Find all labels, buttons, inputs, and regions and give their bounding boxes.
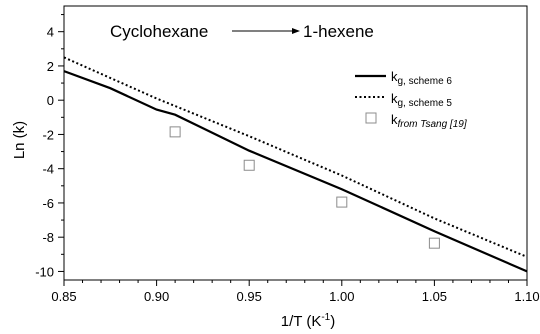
- x-tick-label: 1.10: [514, 289, 539, 304]
- y-axis-label: Ln (k): [11, 121, 28, 159]
- y-tick-label: 4: [47, 25, 54, 40]
- chart-title: Cyclohexane 1-hexene: [110, 22, 374, 41]
- legend-label-scheme6: kg, scheme 6: [391, 69, 452, 87]
- legend-label-scheme6-sub: g, scheme 6: [398, 76, 453, 87]
- x-axis-label-sup: -1: [321, 312, 330, 323]
- x-axis-label-main: 1/T (K: [281, 313, 322, 330]
- plot-frame: [63, 5, 528, 281]
- x-tick-label: 0.85: [51, 289, 76, 304]
- y-tick-label: -8: [42, 230, 54, 245]
- tick-labels: 0.85 0.90 0.95 1.00 1.05 1.10 -10 -8 -6 -4 -2 0 2 4: [35, 25, 539, 304]
- x-tick-label: 0.90: [144, 289, 169, 304]
- title-arrow-head: [292, 28, 300, 34]
- plot-area-border: [63, 5, 528, 281]
- legend-label-scheme6-main: k: [391, 69, 398, 84]
- series-line-scheme5: [63, 56, 528, 258]
- x-tick-label: 1.00: [329, 289, 354, 304]
- series-layer: [63, 56, 528, 273]
- legend-label-scheme5-sub: g, scheme 5: [398, 98, 453, 109]
- x-tick-label: 1.05: [422, 289, 447, 304]
- data-point-tsang: [336, 196, 348, 208]
- legend-label-scheme5: kg, scheme 5: [391, 91, 452, 109]
- x-axis-label: 1/T (K-1): [281, 312, 335, 330]
- data-point-tsang: [428, 237, 440, 249]
- data-point-tsang: [169, 126, 181, 138]
- data-point-tsang: [243, 159, 255, 171]
- y-tick-label: 0: [47, 93, 54, 108]
- x-tick-label: 0.95: [237, 289, 262, 304]
- series-line-scheme6: [63, 70, 528, 273]
- y-tick-label: -6: [42, 196, 54, 211]
- y-tick-label: 2: [47, 59, 54, 74]
- legend: kg, scheme 6 kg, scheme 5 kfrom Tsang [1…: [355, 69, 467, 130]
- legend-label-scheme5-main: k: [391, 91, 398, 106]
- y-tick-label: -4: [42, 162, 54, 177]
- legend-swatch-tsang: [365, 112, 377, 124]
- y-tick-label: -10: [35, 264, 54, 279]
- legend-label-tsang-main: k: [391, 112, 398, 127]
- y-axis-label-group: Ln (k): [11, 121, 28, 159]
- x-axis-label-close: ): [330, 313, 335, 330]
- axis-ticks: [58, 14, 528, 286]
- title-left: Cyclohexane: [110, 22, 208, 41]
- legend-label-tsang: kfrom Tsang [19]: [391, 112, 467, 130]
- title-right: 1-hexene: [303, 22, 374, 41]
- legend-label-tsang-sub: from Tsang [19]: [398, 119, 467, 130]
- y-tick-label: -2: [42, 127, 54, 142]
